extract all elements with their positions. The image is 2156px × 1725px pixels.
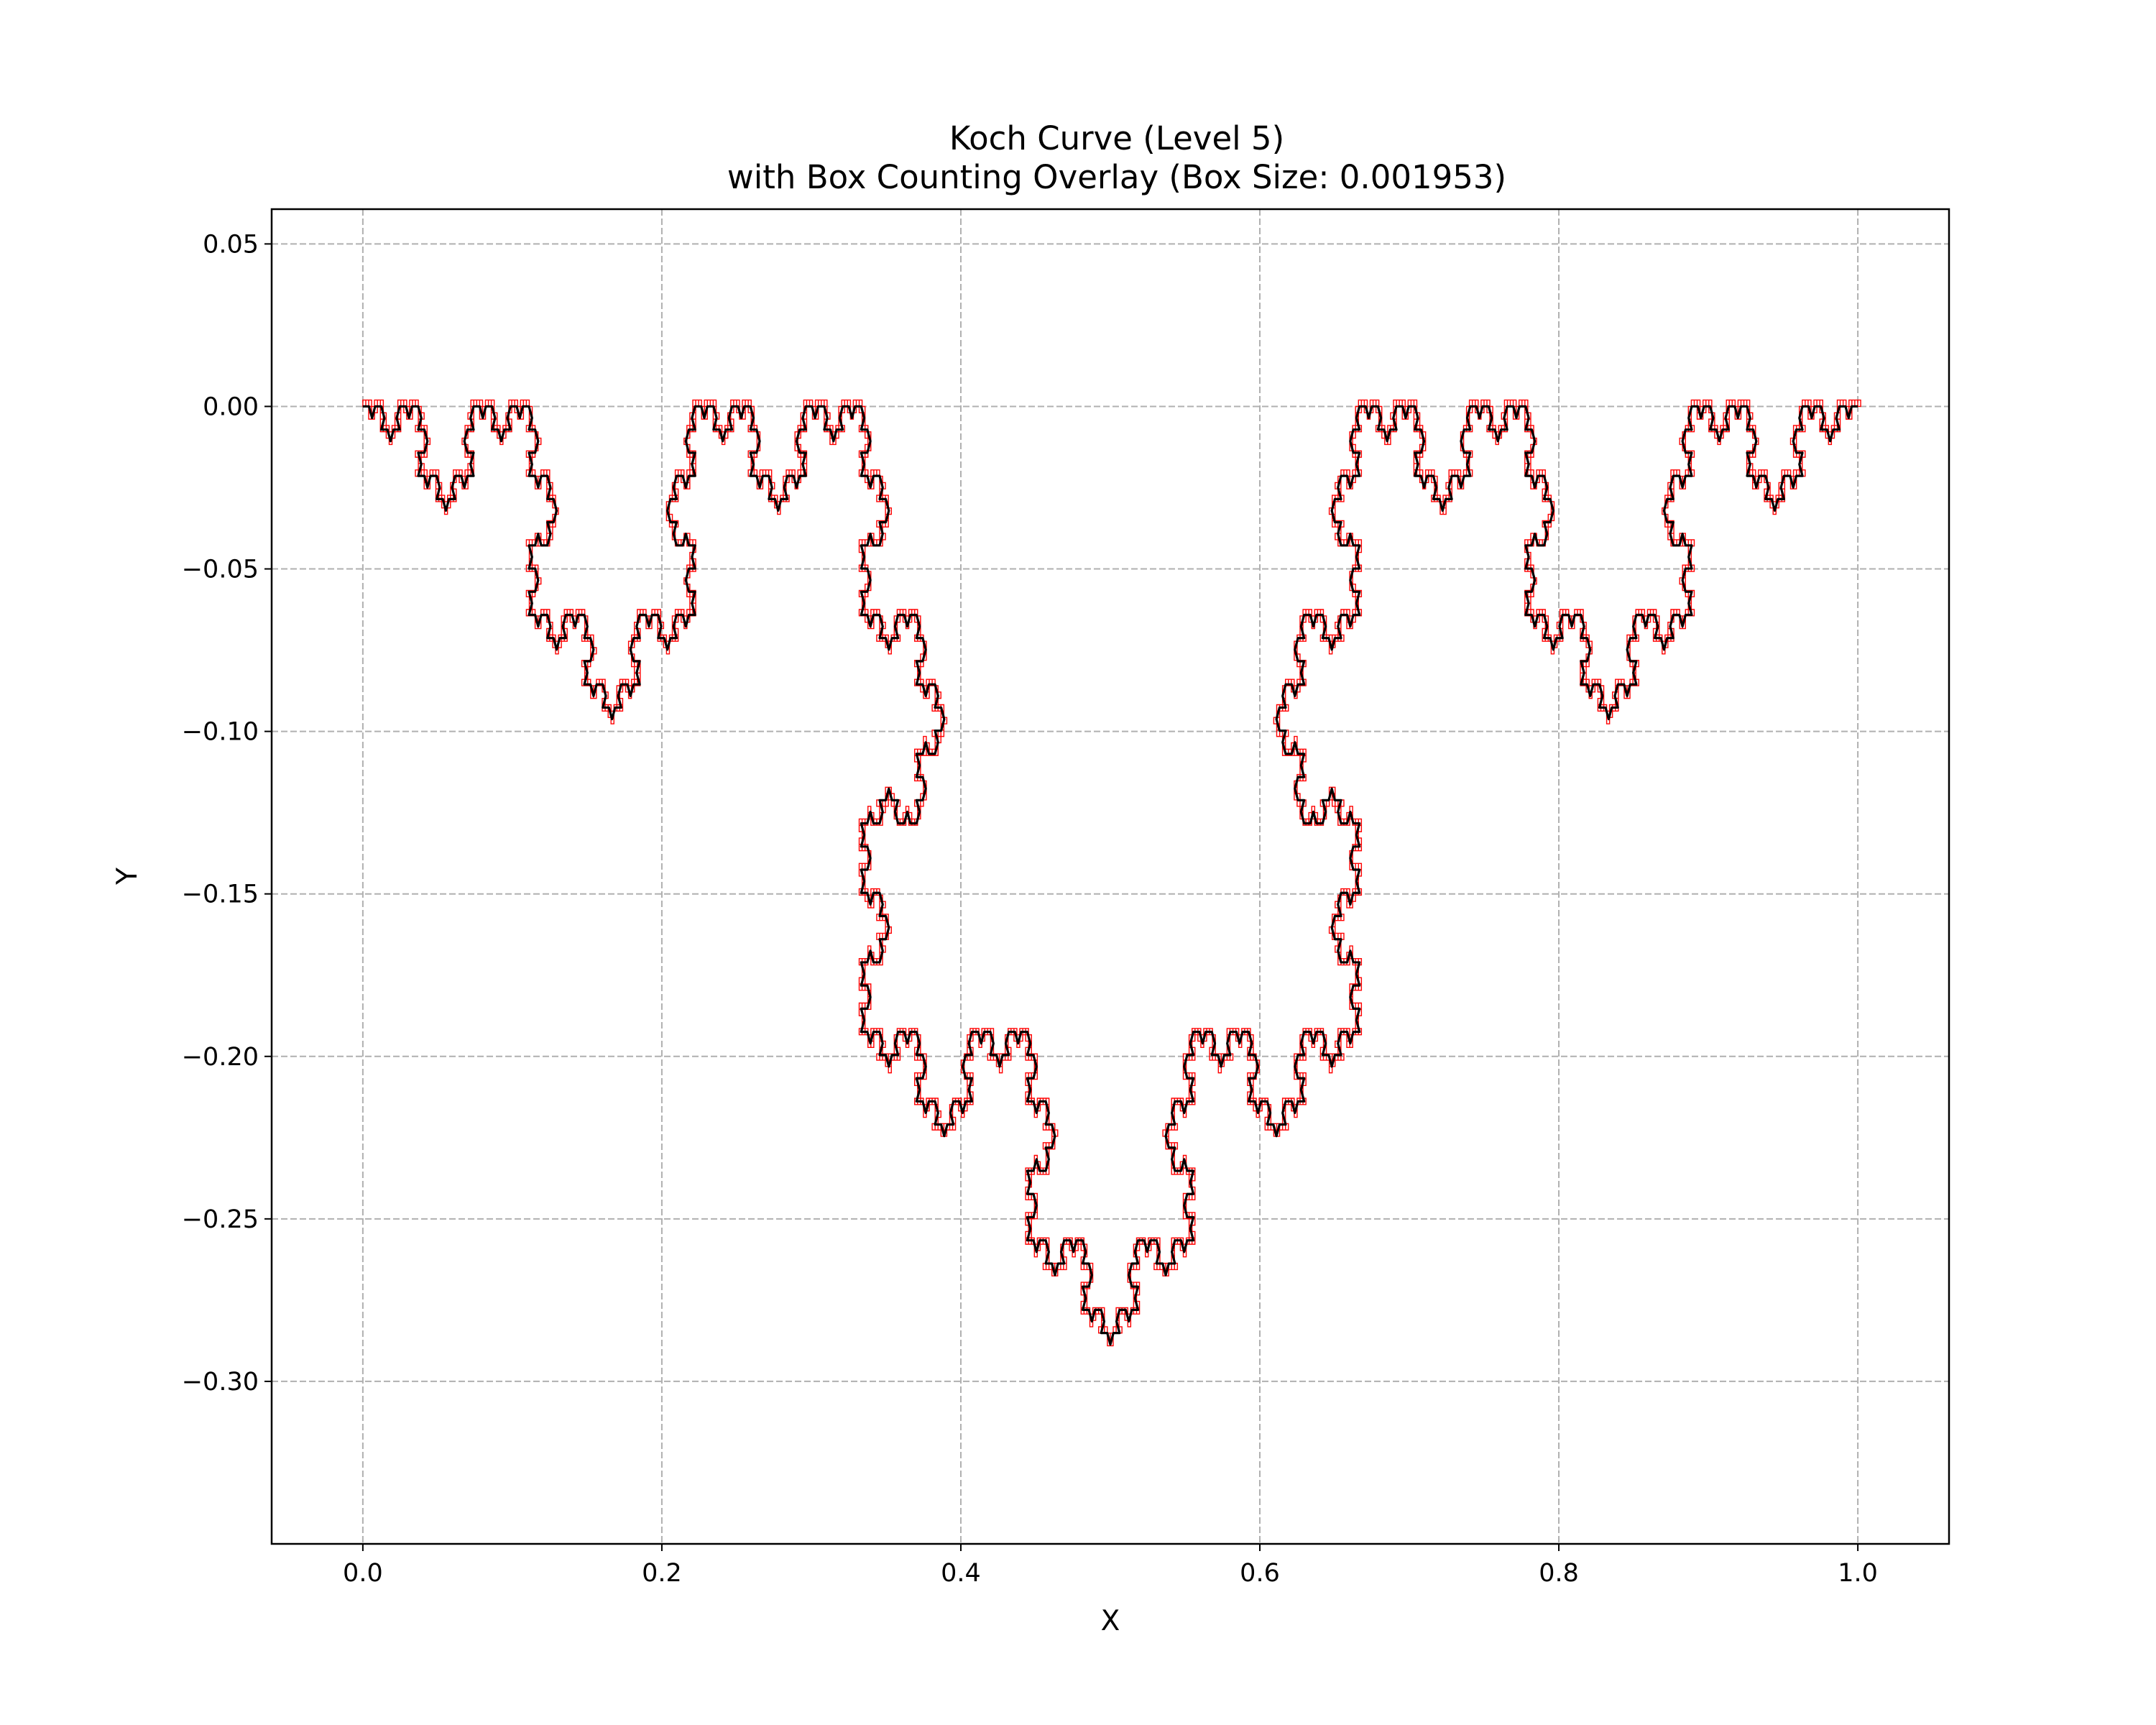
plot-data-area: [362, 399, 1861, 1347]
x-tick-label: 0.0: [343, 1559, 383, 1588]
plot-frame: [270, 208, 1950, 1545]
x-axis-label: X: [1101, 1605, 1120, 1637]
chart-title: Koch Curve (Level 5): [949, 119, 1284, 157]
x-tick-label: 0.4: [941, 1559, 981, 1588]
y-tick-label: −0.15: [182, 880, 259, 909]
y-axis-label: Y: [111, 868, 144, 886]
x-tick-label: 0.6: [1240, 1559, 1280, 1588]
x-tick-label: 0.2: [642, 1559, 682, 1588]
y-tick-label: −0.05: [182, 556, 259, 584]
grid-lines: [272, 209, 1949, 1544]
y-tick-label: −0.10: [182, 718, 259, 747]
x-tick-label: 1.0: [1838, 1559, 1878, 1588]
koch-curve-line: [362, 405, 1858, 1346]
y-tick-label: −0.30: [182, 1368, 259, 1397]
x-tick-label: 0.8: [1539, 1559, 1579, 1588]
y-tick-label: −0.20: [182, 1043, 259, 1072]
x-axis-ticks: 0.0 0.2 0.4 0.6 0.8 1.0: [343, 1544, 1878, 1588]
y-tick-label: −0.25: [182, 1205, 259, 1234]
y-axis-ticks: 0.05 0.00 −0.05 −0.10 −0.15 −0.20 −0.25 −0.30: [182, 230, 272, 1397]
chart-subtitle: with Box Counting Overlay (Box Size: 0.0…: [727, 158, 1506, 196]
y-tick-label: 0.00: [203, 392, 259, 421]
y-tick-label: 0.05: [203, 230, 259, 259]
